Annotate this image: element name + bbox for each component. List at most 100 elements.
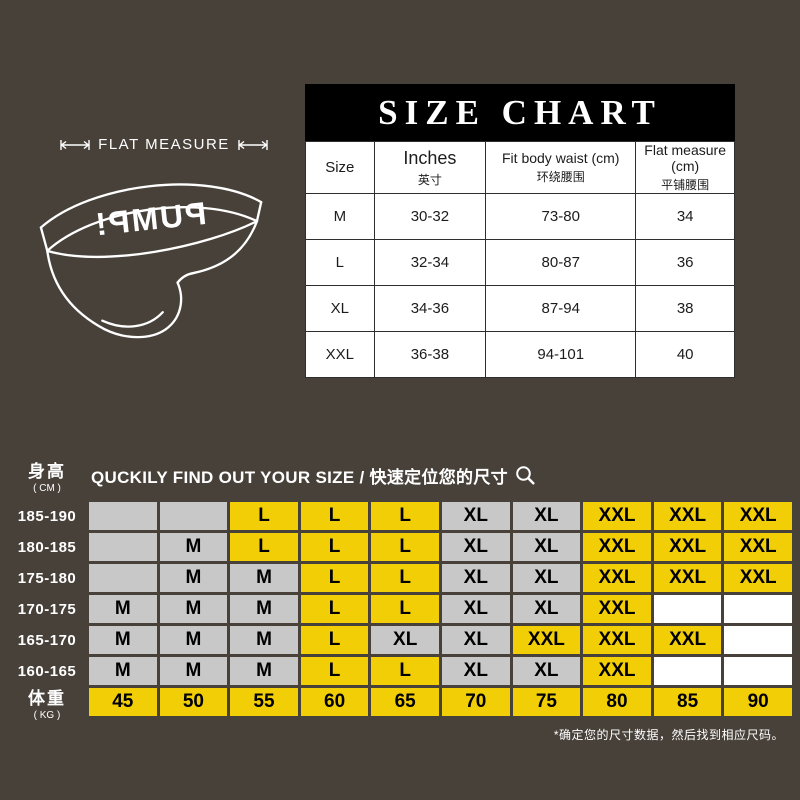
size-matrix-cell: L	[300, 564, 369, 592]
height-axis-unit: ( CM )	[33, 482, 61, 494]
size-chart-row: XXL 36-38 94-101 40	[305, 331, 735, 378]
height-row-label: 170-175	[17, 600, 77, 618]
size-chart-cell: L	[305, 239, 375, 286]
size-matrix-cell: M	[230, 564, 298, 592]
weight-cell: 55	[230, 688, 298, 716]
size-matrix-cell: L	[300, 502, 369, 530]
size-matrix-cell	[724, 626, 792, 654]
size-matrix-cell	[89, 502, 157, 530]
size-matrix-cell: M	[230, 657, 298, 685]
size-matrix-cell: L	[300, 533, 369, 561]
size-matrix-cell: M	[230, 626, 298, 654]
size-chart-cell: 87-94	[485, 285, 637, 332]
size-matrix-cell: XXL	[583, 533, 651, 561]
size-matrix-cell: L	[371, 657, 439, 685]
flat-measure-row: FLAT MEASURE	[42, 136, 286, 153]
size-chart-column-header: Flat measure (cm) 平铺腰围	[635, 141, 735, 194]
finder-title-row: QUCKILY FIND OUT YOUR SIZE / 快速定位您的尺寸	[89, 463, 792, 488]
size-matrix-cell: L	[371, 595, 439, 623]
size-chart-column-header: Inches 英寸	[373, 141, 487, 194]
weight-cell: 45	[89, 688, 157, 716]
size-matrix-cell: L	[371, 502, 439, 530]
size-matrix-cell	[89, 533, 157, 561]
column-header-en: Size	[325, 159, 355, 176]
brand-logo-mirrored: PUMP!	[92, 195, 208, 243]
size-matrix-cell: XXL	[512, 626, 581, 654]
size-matrix-cell: L	[230, 502, 298, 530]
weight-cell: 50	[159, 688, 228, 716]
height-axis-label: 身高 ( CM )	[8, 457, 86, 494]
size-matrix-cell: L	[371, 533, 439, 561]
size-chart-cell: 40	[635, 331, 735, 378]
height-row-label: 165-170	[17, 631, 77, 649]
size-chart-cell: 34	[635, 193, 735, 240]
size-matrix-cell: XL	[512, 502, 581, 530]
briefs-line-drawing: PUMP!	[39, 183, 263, 339]
size-chart-cell: M	[305, 193, 375, 240]
size-chart-cell: 73-80	[485, 193, 637, 240]
height-row-label: 160-165	[17, 662, 77, 680]
height-row-label: 180-185	[17, 538, 77, 556]
weight-axis-label: 体重( KG )	[8, 688, 86, 721]
flat-measure-label: FLAT MEASURE	[98, 136, 230, 153]
size-chart-body: M 30-32 73-80 34 L 32-34 80-87 36 XL 34-36 87-94 38…	[305, 193, 735, 378]
size-matrix-cell: XXL	[653, 564, 722, 592]
size-matrix-cell	[653, 657, 722, 685]
size-matrix-cell: XL	[512, 564, 581, 592]
size-chart-title: SIZE CHART	[305, 84, 735, 141]
column-header-zh: 英寸	[417, 172, 442, 187]
size-matrix-cell: M	[230, 595, 298, 623]
size-matrix-cell	[89, 564, 157, 592]
column-header-zh: 平铺腰围	[661, 178, 710, 192]
weight-axis-unit: ( KG )	[33, 709, 61, 721]
size-matrix-cell: XXL	[653, 626, 722, 654]
weight-cell: 60	[300, 688, 369, 716]
size-matrix-cell: M	[159, 533, 228, 561]
column-header-zh: 环绕腰围	[536, 170, 585, 184]
size-matrix-cell: M	[159, 595, 228, 623]
finder-title-text: QUCKILY FIND OUT YOUR SIZE / 快速定位您的尺寸	[91, 467, 508, 487]
size-matrix-cell: L	[230, 533, 298, 561]
size-matrix-cell: XXL	[583, 564, 651, 592]
size-matrix-cell: XL	[441, 564, 510, 592]
size-chart-cell: 38	[635, 285, 735, 332]
size-matrix-cell: XXL	[653, 502, 722, 530]
weight-cell: 70	[441, 688, 510, 716]
size-chart-column-header: Size	[305, 141, 375, 194]
size-matrix-cell: XL	[441, 502, 510, 530]
column-header-en: Flat measure (cm)	[644, 142, 726, 174]
size-matrix-cell: M	[159, 564, 228, 592]
size-chart-cell: XXL	[305, 331, 375, 378]
size-matrix-cell: M	[89, 657, 157, 685]
size-matrix-cell: L	[371, 564, 439, 592]
size-matrix-cell: XL	[441, 626, 510, 654]
size-matrix-grid: 185-190 L L L XL XL XXL XXL XXL 180-185 M L L L XL XL XX…	[8, 502, 792, 721]
finder-header: 身高 ( CM ) QUCKILY FIND OUT YOUR SIZE / 快…	[8, 452, 792, 498]
size-chart-cell: XL	[305, 285, 375, 332]
size-chart-cell: 34-36	[373, 285, 487, 332]
size-matrix-cell: XXL	[583, 595, 651, 623]
size-matrix-cell: L	[300, 626, 369, 654]
measure-arrow-left-icon	[60, 139, 90, 150]
size-chart-column-header: Fit body waist (cm) 环绕腰围	[485, 141, 637, 194]
size-matrix-cell: XXL	[653, 533, 722, 561]
size-matrix-cell	[653, 595, 722, 623]
height-row-label: 175-180	[17, 569, 77, 587]
column-header-en: Inches	[403, 147, 457, 168]
size-chart-cell: 94-101	[485, 331, 637, 378]
measure-arrow-right-icon	[238, 139, 268, 150]
weight-cell: 65	[371, 688, 439, 716]
size-chart-cell: 30-32	[373, 193, 487, 240]
size-matrix-cell: L	[300, 595, 369, 623]
height-row-label: 185-190	[17, 507, 77, 525]
weight-axis-text: 体重	[28, 688, 66, 708]
size-matrix-cell: XXL	[583, 657, 651, 685]
size-chart-cell: 36-38	[373, 331, 487, 378]
size-matrix-cell: XL	[441, 657, 510, 685]
magnifier-icon	[516, 466, 535, 485]
weight-cell: 80	[583, 688, 651, 716]
size-matrix-cell: L	[300, 657, 369, 685]
size-matrix-cell: XXL	[583, 502, 651, 530]
size-matrix-cell: M	[89, 626, 157, 654]
